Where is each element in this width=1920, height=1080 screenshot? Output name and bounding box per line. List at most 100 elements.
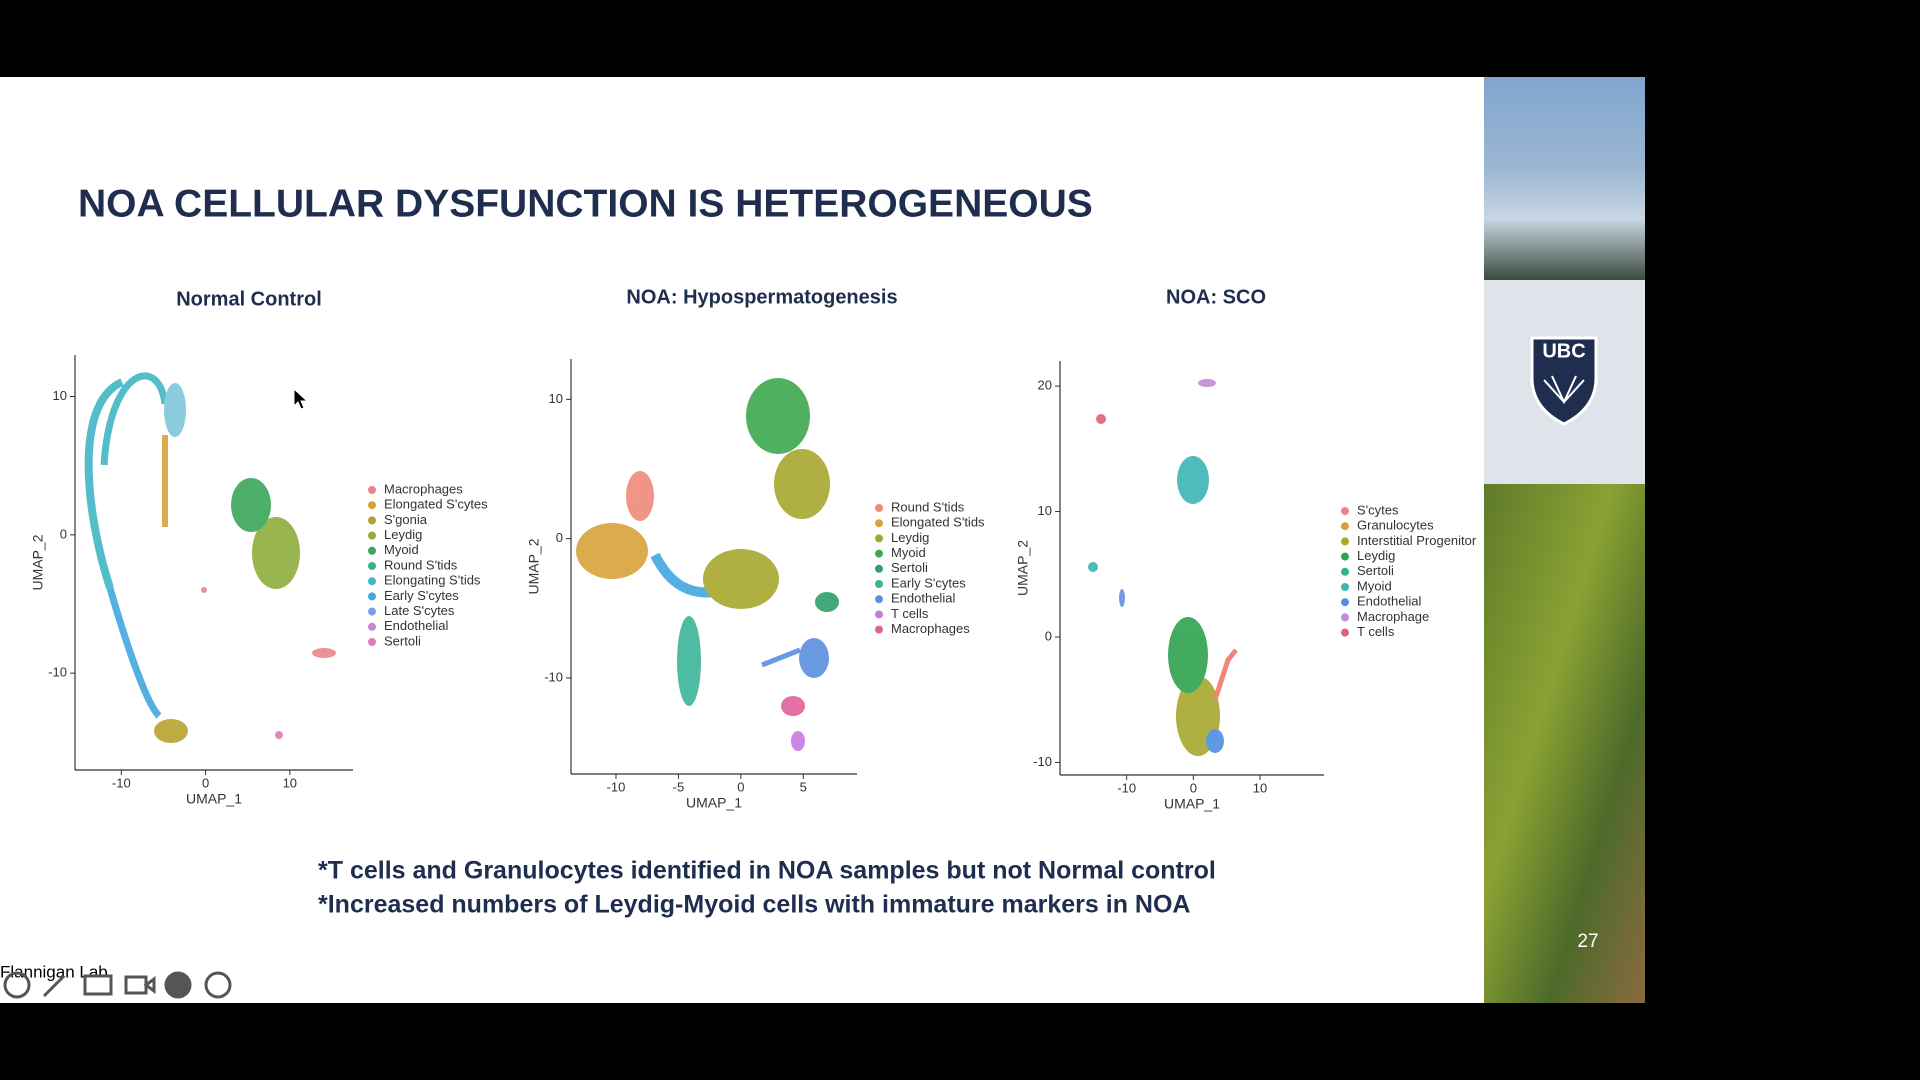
legend-swatch (368, 516, 376, 525)
x-tick-label: 10 (283, 775, 297, 790)
legend-label: Myoid (1357, 578, 1392, 593)
legend-label: Leydig (384, 527, 422, 542)
x-tick-label: 0 (202, 775, 209, 790)
legend-label: Elongating S'tids (384, 573, 481, 588)
legend-label: Round S'tids (891, 499, 965, 514)
legend-swatch (368, 622, 376, 631)
x-tick-label: -5 (673, 779, 685, 794)
legend-swatch (1341, 583, 1349, 591)
legend-label: S'gonia (384, 512, 428, 527)
legend-label: Endothelial (1357, 594, 1421, 609)
y-axis-label: UMAP_2 (30, 534, 46, 590)
x-tick-label: 0 (1190, 780, 1197, 795)
legend-label: Macrophages (384, 481, 463, 496)
toolbar (3, 971, 232, 999)
photo-forest (1484, 484, 1645, 1003)
legend-label: S'cytes (1357, 502, 1399, 517)
photo-water (1484, 77, 1645, 280)
x-axis-label: UMAP_1 (186, 791, 242, 807)
x-tick-label: -10 (607, 779, 626, 794)
clusters-sco (1088, 379, 1238, 756)
next-button[interactable] (204, 971, 232, 999)
legend-label: Elongated S'cytes (384, 497, 488, 512)
y-tick-label: 20 (1038, 378, 1052, 393)
plot-title: NOA: SCO (1166, 286, 1266, 308)
legend-label: Macrophage (1357, 609, 1429, 624)
legend-label: Endothelial (891, 591, 955, 606)
y-tick-label: -10 (544, 669, 563, 684)
x-tick-label: 5 (800, 779, 807, 794)
legend-label: Early S'cytes (384, 588, 459, 603)
y-tick-label: 0 (60, 526, 67, 541)
legend-swatch (368, 501, 376, 510)
legend-swatch (875, 580, 883, 588)
clusters-hypo (576, 378, 839, 751)
legend-swatch (368, 638, 376, 646)
slide (0, 77, 1484, 1003)
note: *Increased numbers of Leydig-Myoid cells… (318, 891, 1190, 919)
legend-swatch (875, 564, 883, 573)
x-tick-label: 10 (1253, 780, 1267, 795)
legend-label: Sertoli (1357, 563, 1394, 578)
legend-swatch (1341, 598, 1349, 607)
legend-label: Myoid (891, 545, 926, 560)
y-tick-label: 10 (1038, 503, 1052, 518)
x-tick-label: -10 (1117, 780, 1136, 795)
pen-button[interactable] (42, 974, 66, 998)
note: *T cells and Granulocytes identified in … (318, 857, 1216, 885)
legend-swatch (875, 519, 883, 528)
legend-swatch (368, 577, 376, 586)
legend-label: Elongated S'tids (891, 515, 985, 530)
plot-title: NOA: Hypospermatogenesis (626, 286, 897, 308)
legend-swatch (875, 595, 883, 604)
legend-label: T cells (1357, 624, 1395, 639)
legend-swatch (1341, 628, 1349, 637)
legend-swatch (368, 592, 376, 601)
legend-label: Late S'cytes (384, 603, 455, 618)
legend-swatch (368, 531, 376, 540)
legend-label: Sertoli (384, 633, 421, 648)
prev-button[interactable] (3, 971, 31, 999)
legend-label: Early S'cytes (891, 575, 966, 590)
legend-swatch (1341, 537, 1349, 546)
legend-swatch (1341, 552, 1349, 561)
x-tick-label: 0 (737, 779, 744, 794)
legend-swatch (1341, 522, 1349, 531)
x-tick-label: -10 (112, 775, 131, 790)
legend-label: Interstitial Progenitor (1357, 533, 1477, 548)
y-tick-label: 0 (556, 530, 563, 545)
legend-swatch (368, 562, 376, 570)
legend-label: Macrophages (891, 621, 970, 636)
legend-label: Leydig (891, 530, 929, 545)
y-tick-label: 0 (1045, 628, 1052, 643)
slide-number: 27 (1577, 931, 1598, 952)
legend-swatch (875, 504, 883, 512)
y-axis-label: UMAP_2 (526, 538, 542, 594)
legend-label: Granulocytes (1357, 518, 1434, 533)
legend-swatch (368, 546, 376, 555)
legend-swatch (875, 610, 883, 619)
video-button[interactable] (124, 975, 156, 995)
y-tick-label: 10 (53, 388, 67, 403)
y-tick-label: -10 (1033, 754, 1052, 769)
x-axis-label: UMAP_1 (1164, 796, 1220, 812)
legend-label: Sertoli (891, 560, 928, 575)
legend-swatch (875, 625, 883, 634)
legend-swatch (1341, 613, 1349, 622)
plot-title: Normal Control (176, 288, 322, 310)
cc-button[interactable] (83, 974, 113, 996)
legend-swatch (875, 534, 883, 543)
more-button[interactable] (164, 971, 192, 999)
legend-label: Leydig (1357, 548, 1395, 563)
y-axis-label: UMAP_2 (1015, 540, 1031, 596)
legend-swatch (368, 607, 376, 616)
x-axis-label: UMAP_1 (686, 795, 742, 811)
legend-label: Myoid (384, 542, 419, 557)
legend-swatch (368, 486, 376, 494)
y-tick-label: -10 (48, 665, 67, 680)
legend-swatch (1341, 567, 1349, 576)
legend-label: Round S'tids (384, 557, 458, 572)
clusters-normal (84, 372, 336, 743)
